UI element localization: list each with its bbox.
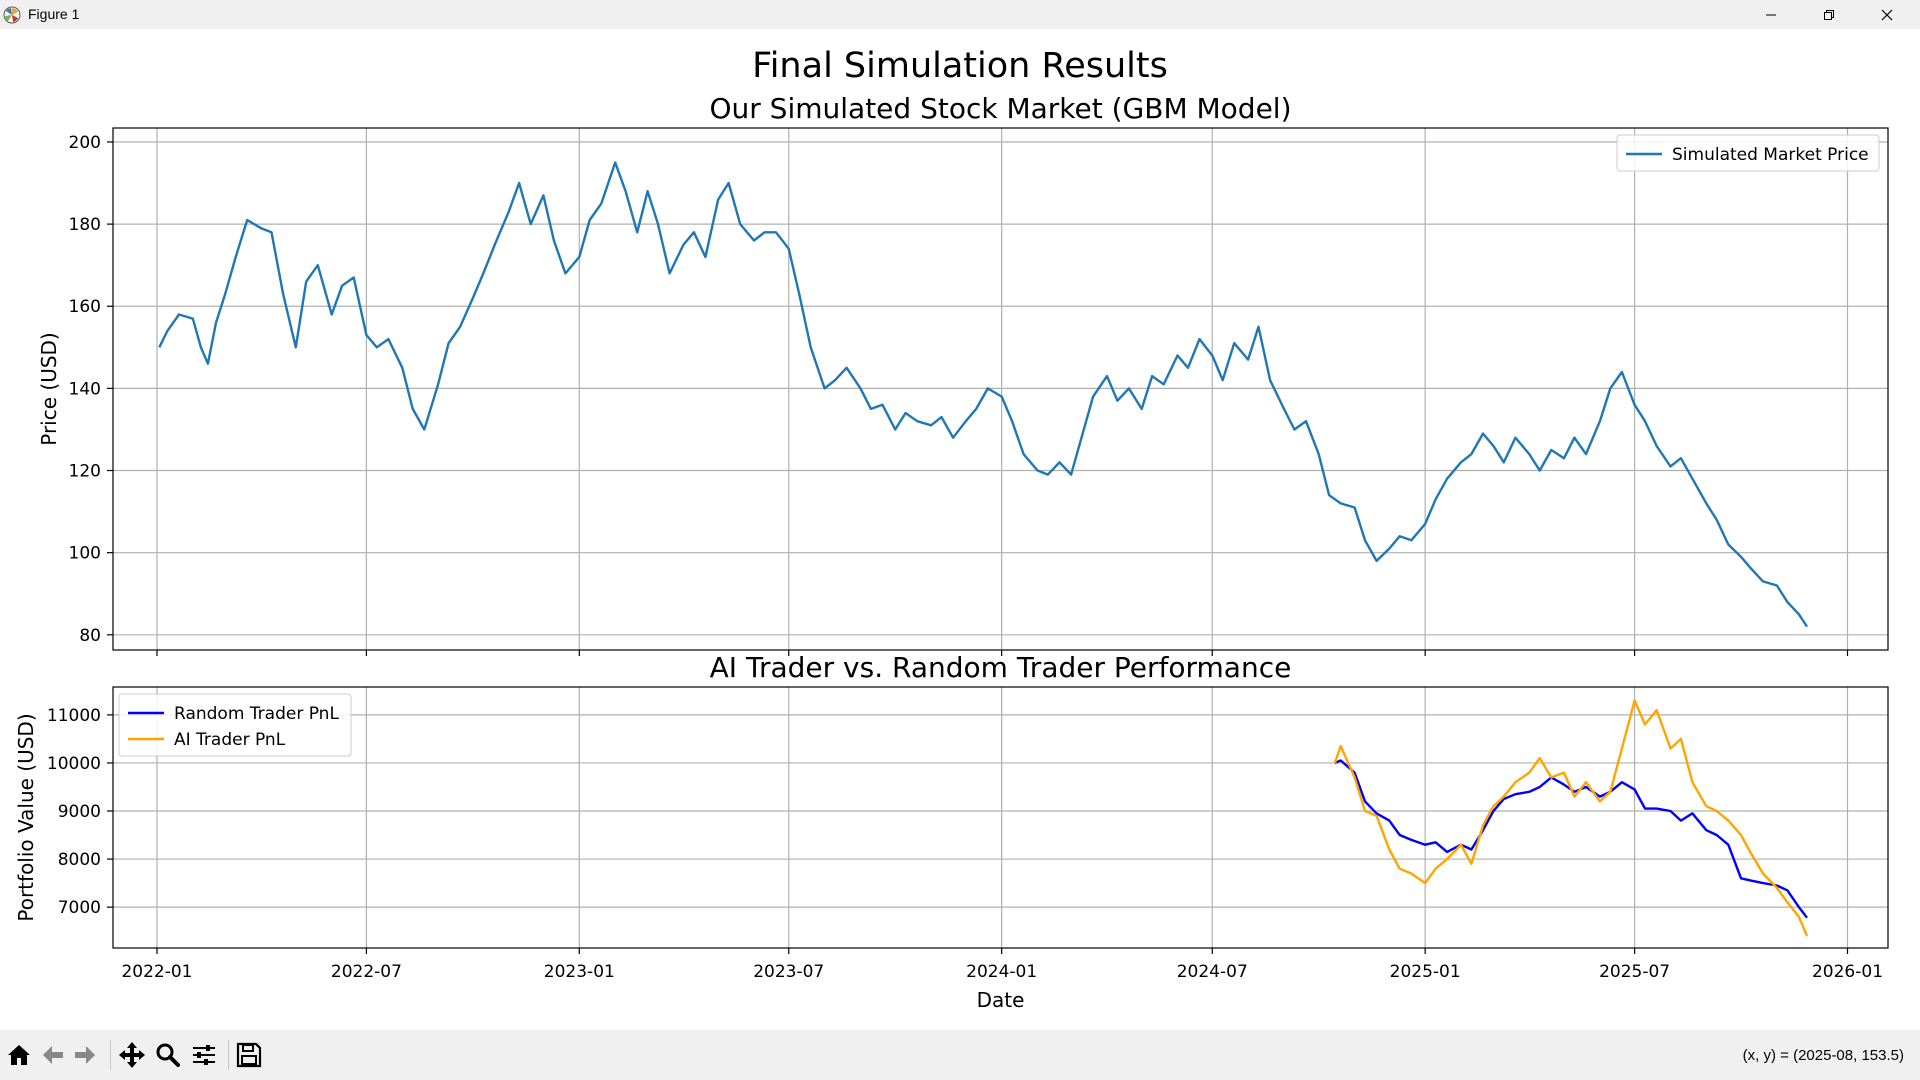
y-tick-label: 11000 — [47, 706, 101, 726]
x-axis-label: Date — [977, 988, 1025, 1012]
y-tick-label: 8000 — [58, 850, 101, 870]
configure-subplots-button[interactable] — [189, 1040, 219, 1070]
y-tick-label: 200 — [69, 133, 101, 153]
y-tick-label: 80 — [79, 626, 101, 646]
y-tick-label: 180 — [69, 215, 101, 235]
magnifier-icon — [156, 1043, 180, 1067]
matplotlib-app-icon — [3, 6, 21, 24]
legend-label: Random Trader PnL — [174, 704, 339, 724]
forward-button[interactable] — [70, 1040, 100, 1070]
x-tick-label: 2025-07 — [1599, 962, 1670, 982]
toolbar-separator — [110, 1040, 111, 1070]
x-tick-label: 2024-01 — [966, 962, 1037, 982]
restore-icon — [1824, 9, 1834, 20]
back-button[interactable] — [38, 1040, 68, 1070]
x-tick-label: 2025-01 — [1390, 962, 1461, 982]
axes-frame — [112, 127, 1889, 651]
figure-suptitle: Final Simulation Results — [752, 46, 1168, 86]
save-figure-button[interactable] — [234, 1040, 264, 1070]
navigation-toolbar: (x, y) = (2025-08, 153.5) — [0, 1030, 1920, 1080]
series-line — [1334, 759, 1808, 919]
toolbar-separator — [228, 1040, 229, 1070]
legend-box — [118, 693, 352, 757]
series-line — [1333, 699, 1809, 937]
x-tick-label: 2023-01 — [544, 962, 615, 982]
minimize-icon — [1766, 14, 1776, 15]
legend-label: AI Trader PnL — [174, 730, 286, 750]
arrow-left-icon — [43, 1046, 63, 1064]
price-chart-axes: Our Simulated Stock Market (GBM Model) 80… — [37, 92, 1889, 656]
window-title-bar: Figure 1 — [0, 0, 1920, 29]
y-tick-label: 10000 — [47, 754, 101, 774]
pnl-chart-axes: AI Trader vs. Random Trader Performance 2… — [14, 651, 1889, 1012]
pan-button[interactable] — [117, 1040, 147, 1070]
close-icon — [1881, 9, 1893, 20]
y-tick-label: 140 — [69, 379, 101, 399]
x-tick-label: 2026-01 — [1812, 962, 1883, 982]
figure-canvas[interactable]: Final Simulation Results Our Simulated S… — [0, 29, 1920, 1029]
figure-svg: Final Simulation Results Our Simulated S… — [14, 46, 1889, 1012]
axes-title: Our Simulated Stock Market (GBM Model) — [709, 92, 1291, 125]
y-tick-label: 160 — [69, 297, 101, 317]
y-axis-label: Portfolio Value (USD) — [14, 713, 38, 921]
restore-button[interactable] — [1800, 0, 1858, 29]
home-button[interactable] — [4, 1040, 34, 1070]
close-button[interactable] — [1858, 0, 1916, 29]
cursor-coordinates-readout: (x, y) = (2025-08, 153.5) — [1742, 1047, 1904, 1064]
sliders-icon — [193, 1045, 215, 1065]
x-tick-label: 2022-07 — [331, 962, 402, 982]
y-tick-label: 100 — [69, 544, 101, 564]
home-icon — [8, 1045, 30, 1065]
series-line — [158, 161, 1809, 628]
y-tick-label: 9000 — [58, 802, 101, 822]
zoom-button[interactable] — [153, 1040, 183, 1070]
axes-title: AI Trader vs. Random Trader Performance — [710, 651, 1292, 684]
window-title: Figure 1 — [28, 6, 80, 22]
x-tick-label: 2024-07 — [1177, 962, 1248, 982]
legend-label: Simulated Market Price — [1672, 145, 1869, 165]
y-tick-label: 7000 — [58, 898, 101, 918]
arrow-right-icon — [75, 1046, 95, 1064]
minimize-button[interactable] — [1742, 0, 1800, 29]
legend-box — [1616, 134, 1880, 172]
y-axis-label: Price (USD) — [37, 332, 61, 446]
x-tick-label: 2023-07 — [753, 962, 824, 982]
axes-frame — [112, 686, 1889, 949]
x-tick-label: 2022-01 — [121, 962, 192, 982]
move-icon — [119, 1042, 145, 1068]
y-tick-label: 120 — [69, 462, 101, 482]
floppy-disk-icon — [236, 1042, 262, 1068]
